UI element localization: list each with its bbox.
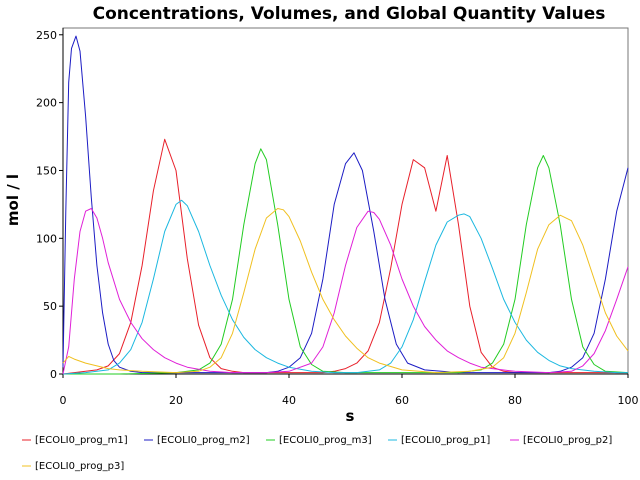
x-tick-label: 60 [395, 394, 409, 407]
legend-label: [ECOLI0_prog_m2] [157, 435, 250, 446]
x-axis-ticks: 0 20 40 60 80 100 [60, 374, 639, 407]
x-tick-label: 40 [282, 394, 296, 407]
series-line-4 [62, 199, 628, 375]
x-tick-label: 20 [169, 394, 183, 407]
legend-label: [ECOLI0_prog_p2] [523, 435, 612, 446]
y-axis-label: mol / l [4, 174, 22, 226]
y-tick-label: 150 [36, 164, 57, 177]
legend-label: [ECOLI0_prog_p3] [35, 461, 124, 472]
y-tick-label: 0 [50, 368, 57, 381]
legend-label: [ECOLI0_prog_m1] [35, 435, 128, 446]
legend-label: [ECOLI0_prog_m3] [279, 435, 372, 446]
x-axis-label: s [346, 407, 355, 425]
y-tick-label: 200 [36, 97, 57, 110]
series-line-6 [62, 208, 629, 374]
series-line-1 [62, 138, 628, 375]
plot-frame [62, 27, 629, 375]
legend-label: [ECOLI0_prog_p1] [401, 435, 490, 446]
legend: [ECOLI0_prog_m1] [ECOLI0_prog_m2] [ECOLI0_… [22, 435, 612, 472]
y-axis-ticks: 0 50 100 150 200 250 [36, 29, 63, 381]
x-tick-label: 0 [60, 394, 67, 407]
series-lines [62, 35, 629, 375]
y-tick-label: 250 [36, 29, 57, 42]
series-line-5 [62, 208, 629, 375]
series-line-3 [63, 148, 629, 375]
y-tick-label: 100 [36, 232, 57, 245]
series-line-2 [62, 35, 629, 374]
x-tick-label: 100 [618, 394, 639, 407]
x-tick-label: 80 [508, 394, 522, 407]
chart-title: Concentrations, Volumes, and Global Quan… [93, 4, 606, 24]
y-tick-label: 50 [43, 300, 57, 313]
